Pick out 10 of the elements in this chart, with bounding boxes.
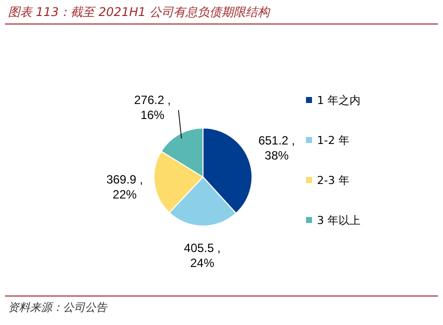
data-label: 276.2 , 16%: [134, 93, 171, 122]
legend-label: 1 年之内: [317, 94, 360, 107]
legend-label: 3 年以上: [317, 214, 360, 227]
data-label: 369.9 , 22%: [106, 172, 144, 202]
data-label: 405.5 , 24%: [184, 240, 221, 270]
legend-label: 2-3 年: [317, 174, 350, 187]
legend-label: 1-2 年: [317, 134, 350, 147]
data-label: 651.2 , 38%: [258, 133, 296, 162]
chart-title: 图表 113：截至 2021H1 公司有息负债期限结构: [8, 5, 271, 19]
text: 资料来源：公司公告: [8, 301, 108, 314]
